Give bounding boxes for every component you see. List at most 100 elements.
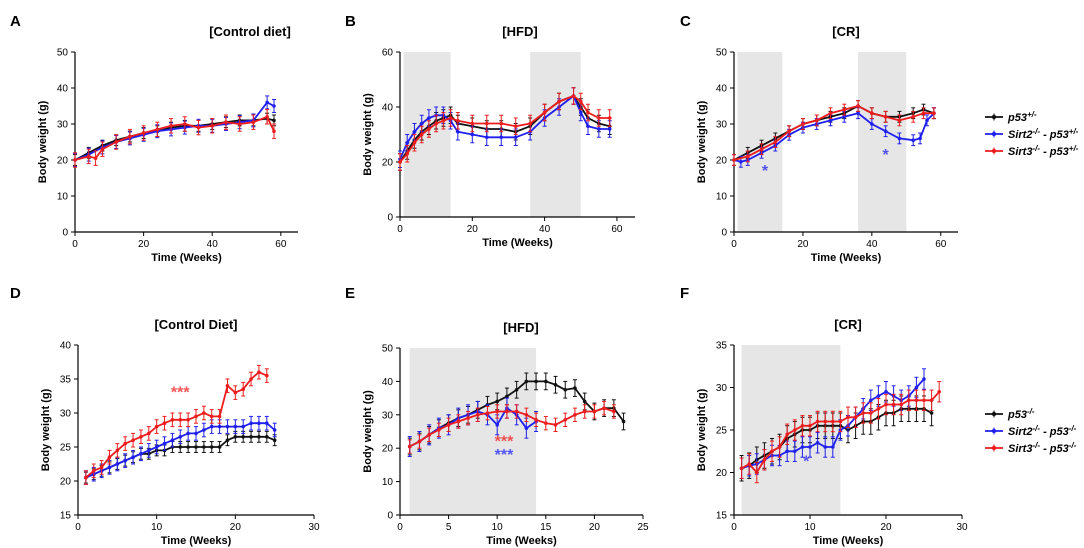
data-point — [911, 115, 915, 119]
data-point — [139, 435, 143, 439]
data-point — [793, 449, 797, 454]
legend-label: Sirt2-/- - p53+/- — [1008, 127, 1079, 141]
significance-marker: *** — [495, 447, 514, 464]
y-tick-label: 25 — [60, 443, 72, 454]
data-point — [914, 385, 919, 390]
data-point — [470, 121, 475, 126]
y-axis-label: Body weight (g) — [362, 93, 374, 176]
data-point — [441, 118, 446, 123]
data-point — [586, 124, 590, 129]
panel-letter: E — [345, 285, 355, 302]
data-point — [100, 147, 105, 151]
y-tick-label: 35 — [716, 341, 728, 352]
data-point — [505, 409, 509, 414]
data-point — [224, 120, 228, 124]
data-point — [456, 129, 460, 134]
data-point — [241, 424, 245, 429]
data-point — [932, 111, 936, 115]
y-tick-label: 40 — [57, 84, 69, 95]
data-point — [801, 122, 805, 126]
legend-item: Sirt2-/- - p53-/- — [985, 424, 1077, 438]
data-point — [891, 402, 896, 407]
series-sirt3 — [732, 100, 936, 166]
data-point — [147, 448, 151, 453]
data-point — [861, 411, 865, 415]
x-tick-label: 40 — [207, 239, 219, 250]
data-point — [800, 445, 805, 449]
data-point — [178, 445, 183, 449]
legend-superscript: +/- — [1069, 144, 1079, 153]
data-point — [225, 438, 230, 443]
data-point — [257, 421, 261, 426]
x-tick-label: 20 — [797, 239, 809, 250]
data-point — [147, 431, 151, 436]
y-tick-label: 40 — [382, 377, 394, 388]
data-point — [918, 136, 922, 141]
x-tick-label: 40 — [866, 239, 878, 250]
y-tick-label: 20 — [60, 477, 72, 488]
data-point — [563, 418, 568, 422]
data-point — [405, 151, 410, 156]
data-point — [759, 147, 764, 151]
y-tick-label: 15 — [716, 511, 728, 522]
data-point — [251, 120, 256, 124]
legend-text: Sirt2 — [1008, 129, 1032, 141]
series-sirt3 — [83, 364, 269, 485]
data-point — [93, 156, 98, 160]
series-line — [74, 115, 275, 161]
data-point — [884, 402, 888, 407]
legend-label: Sirt3-/- - p53-/- — [1008, 441, 1077, 455]
significance-marker: *** — [495, 434, 514, 451]
x-tick-label: 0 — [397, 522, 403, 533]
data-point — [793, 428, 797, 432]
series-sirt3 — [398, 87, 612, 171]
panel-c: C [CR] 0 10 20 30 40 50 0 20 40 60 Time (Weeks) Body … — [680, 13, 958, 264]
x-tick-label: 20 — [138, 239, 150, 250]
panel-f: F [CR] 15 20 25 30 35 0 10 20 30 Time (Weeks) Body w… — [680, 285, 968, 547]
data-point — [612, 409, 616, 414]
data-point — [773, 140, 778, 144]
x-axis-label: Time (Weeks) — [161, 535, 232, 547]
data-point — [217, 424, 222, 429]
x-tick-label: 25 — [637, 522, 649, 533]
panel-title: [Control diet] — [209, 24, 291, 39]
data-point — [233, 390, 238, 395]
data-point — [139, 452, 143, 456]
data-point — [573, 413, 577, 417]
data-point — [544, 379, 548, 384]
data-point — [770, 449, 774, 454]
x-tick-label: 40 — [539, 224, 551, 235]
data-point — [194, 414, 198, 419]
data-point — [921, 111, 926, 115]
panel-title: [HFD] — [502, 24, 537, 39]
legend-superscript: +/- — [1027, 110, 1037, 119]
y-tick-label: 40 — [382, 103, 394, 114]
y-axis-label: Body weight (g) — [362, 390, 374, 473]
data-point — [884, 389, 888, 394]
panel-d: D [Control Diet] 15 20 25 30 35 40 0 10 20 30 Time (… — [10, 285, 320, 547]
data-point — [582, 399, 587, 404]
legend-superscript: -/- — [1069, 441, 1077, 450]
series-sirt2 — [83, 415, 277, 485]
data-point — [838, 419, 843, 424]
data-point — [828, 111, 833, 115]
data-point — [217, 445, 222, 449]
data-point — [272, 118, 276, 123]
y-tick-label: 15 — [60, 511, 72, 522]
data-point — [475, 413, 480, 417]
data-point — [544, 421, 548, 425]
data-point — [602, 406, 606, 410]
legend-text: - p53 — [1040, 129, 1069, 141]
y-tick-label: 20 — [382, 444, 394, 455]
data-point — [524, 426, 529, 430]
data-point — [272, 104, 276, 108]
data-point — [194, 445, 198, 449]
data-point — [115, 448, 120, 453]
data-point — [257, 435, 261, 439]
legend-label: Sirt3-/- - p53+/- — [1008, 144, 1079, 158]
x-tick-label: 20 — [467, 224, 479, 235]
data-point — [427, 116, 431, 120]
y-tick-label: 40 — [60, 341, 72, 352]
data-point — [437, 428, 441, 432]
data-point — [831, 419, 835, 424]
